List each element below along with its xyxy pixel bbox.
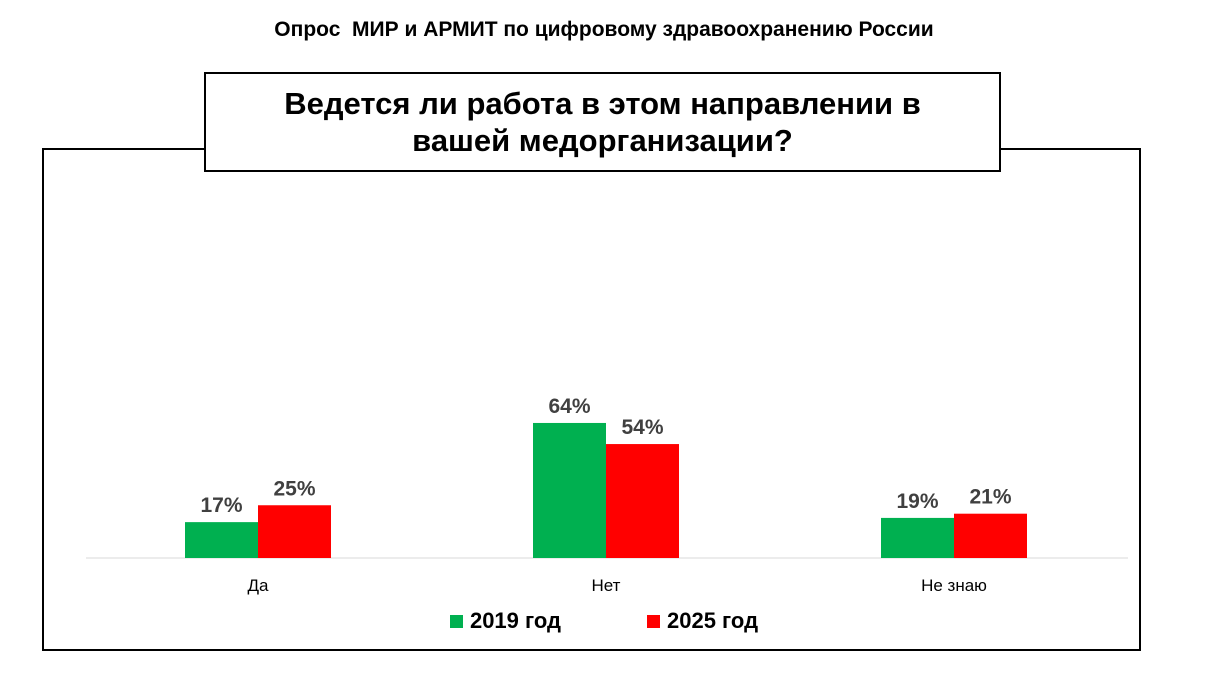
- bar-2025-2: [954, 513, 1027, 558]
- legend-item-2025: 2025 год: [647, 608, 758, 634]
- legend-swatch-2025: [647, 614, 660, 628]
- legend-item-2019: 2019 год: [449, 608, 561, 634]
- question-box: Ведется ли работа в этом направлении в в…: [204, 72, 1001, 172]
- data-label: 21%: [969, 486, 1011, 509]
- data-label: 25%: [273, 477, 315, 500]
- data-label: 64%: [548, 395, 590, 418]
- category-label: Да: [248, 576, 270, 595]
- data-label: 54%: [621, 416, 663, 439]
- bar-2019-2: [881, 517, 954, 558]
- bar-2019-1: [533, 422, 606, 558]
- legend-label-2025: 2025 год: [667, 608, 759, 633]
- chart-frame: [42, 148, 1141, 651]
- legend-label-2019: 2019 год: [469, 608, 561, 633]
- data-label: 19%: [896, 490, 938, 513]
- chart-title: Ведется ли работа в этом направлении в в…: [284, 86, 921, 158]
- category-label: Не знаю: [921, 576, 987, 595]
- category-label: Нет: [592, 576, 621, 595]
- chart-legend: 2019 год 2025 год: [0, 608, 1208, 634]
- legend-swatch-2019: [449, 614, 463, 628]
- page-title: Опрос МИР и АРМИТ по цифровому здравоохр…: [274, 18, 934, 41]
- bar-2025-1: [606, 444, 679, 558]
- bar-2019-0: [185, 522, 258, 558]
- bar-2025-0: [258, 505, 331, 558]
- data-label: 17%: [200, 494, 242, 517]
